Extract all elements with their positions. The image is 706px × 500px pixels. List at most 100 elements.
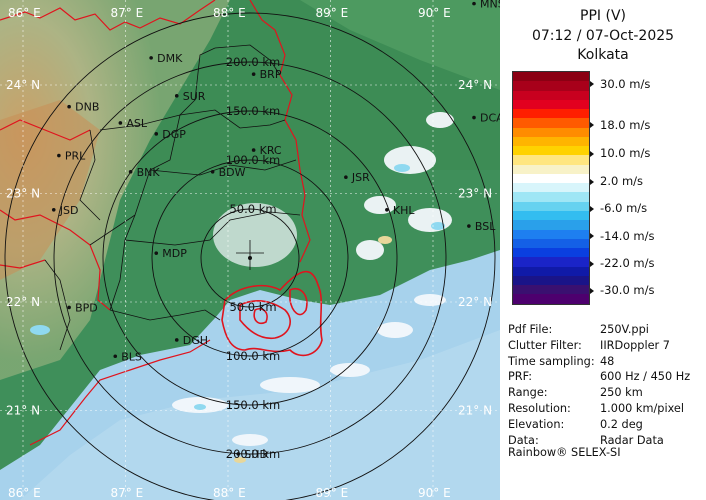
city-dot bbox=[57, 153, 61, 158]
metadata-value: IIRDoppler 7 bbox=[600, 338, 670, 352]
radar-site bbox=[236, 240, 264, 270]
metadata-row: Clutter Filter: IIRDoppler 7 bbox=[508, 338, 690, 354]
scale-cell bbox=[513, 155, 589, 165]
ring-label: 200.0 km bbox=[226, 55, 280, 69]
tick-label: 10.0 m/s bbox=[600, 146, 651, 161]
scale-cell bbox=[513, 285, 589, 295]
tick-arrow-icon bbox=[590, 260, 594, 267]
city-markers: DMK BRP MNS DNB SUR ASL DGP DCA KRC PRL BNK BDW JSR J… bbox=[51, 0, 500, 461]
ring-label: 100.0 km bbox=[226, 153, 280, 167]
tick-label: 2.0 m/s bbox=[600, 174, 644, 189]
tick-label: -22.0 m/s bbox=[600, 256, 655, 271]
metadata-value: Radar Data bbox=[600, 433, 664, 447]
ring-label: 150.0 km bbox=[226, 104, 280, 118]
tick-arrow-icon bbox=[590, 81, 594, 88]
city-dot bbox=[154, 132, 159, 136]
latitude-label: 24° N bbox=[458, 78, 492, 92]
city-label: DCA bbox=[480, 112, 500, 125]
scale-tick: -6.0 m/s bbox=[590, 201, 647, 215]
metadata-row: Range: 250 km bbox=[508, 385, 690, 401]
city-label: KRC bbox=[260, 144, 282, 157]
ring-label: 100.0 km bbox=[226, 349, 280, 363]
tick-label: 30.0 m/s bbox=[600, 76, 651, 91]
product-title: PPI (V) bbox=[580, 8, 626, 24]
city-label: DGP bbox=[162, 128, 186, 141]
longitude-label: 87° E bbox=[111, 486, 144, 500]
metadata-value: 48 bbox=[600, 354, 615, 368]
metadata-key: Time sampling: bbox=[508, 354, 595, 368]
scale-cell bbox=[513, 136, 589, 147]
city-dot bbox=[385, 207, 389, 212]
longitude-label: 86° E bbox=[8, 6, 41, 20]
metadata-row: PRF: 600 Hz / 450 Hz bbox=[508, 369, 690, 385]
tick-label: 18.0 m/s bbox=[600, 117, 651, 132]
city-dot bbox=[251, 148, 256, 152]
city-label: MNS bbox=[480, 0, 500, 11]
city-dot bbox=[51, 207, 56, 212]
latitude-label: 23° N bbox=[6, 187, 40, 201]
city-dot bbox=[251, 72, 256, 76]
strong-echo-cluster bbox=[221, 270, 323, 357]
scale-cell bbox=[513, 164, 589, 174]
ring-label: 50.0 km bbox=[229, 202, 276, 216]
city-label: JSD bbox=[59, 204, 79, 217]
scale-cell bbox=[513, 192, 589, 202]
city-label: JSR bbox=[351, 171, 370, 184]
ring-label: 200.0 km bbox=[226, 447, 280, 461]
scale-tick: -22.0 m/s bbox=[590, 256, 654, 270]
scale-cell bbox=[513, 266, 589, 276]
latitude-label: 23° N bbox=[458, 187, 492, 201]
metadata-value: 0.2 deg bbox=[600, 417, 643, 431]
city-label: DNB bbox=[75, 101, 99, 114]
metadata-key: PRF: bbox=[508, 370, 533, 384]
city-label: DMK bbox=[157, 52, 183, 65]
city-dot bbox=[174, 338, 179, 342]
radar-map: DMK BRP MNS DNB SUR ASL DGP DCA KRC PRL BNK BDW JSR J… bbox=[0, 0, 500, 500]
metadata-row: Time sampling: 48 bbox=[508, 354, 690, 370]
city-label: BPD bbox=[75, 301, 98, 314]
city-label: BLS bbox=[121, 350, 142, 363]
longitude-label: 88° E bbox=[213, 6, 246, 20]
longitude-label: 89° E bbox=[316, 6, 349, 20]
latitude-label: 24° N bbox=[6, 78, 40, 92]
tick-arrow-icon bbox=[590, 205, 594, 212]
scale-tick: -30.0 m/s bbox=[590, 283, 654, 297]
scale-cell bbox=[513, 257, 589, 267]
ring-labels: 50.0 km 50.0 km 100.0 km 100.0 km 150.0 km 15… bbox=[226, 55, 280, 461]
tick-arrow-icon bbox=[590, 287, 594, 294]
metadata-row: Pdf File: 250V.ppi bbox=[508, 322, 690, 338]
scale-cell bbox=[513, 238, 589, 249]
metadata-value: 1.000 km/pixel bbox=[600, 401, 685, 415]
city-dot bbox=[149, 56, 153, 60]
scale-cell bbox=[513, 99, 589, 110]
tick-label: -14.0 m/s bbox=[600, 228, 655, 243]
city-dot bbox=[67, 104, 71, 109]
ring-label: 150.0 km bbox=[226, 398, 280, 412]
scale-cell bbox=[513, 173, 589, 184]
metadata-key: Pdf File: bbox=[508, 323, 553, 336]
scale-tick: 30.0 m/s bbox=[590, 77, 650, 91]
scale-tick: 18.0 m/s bbox=[590, 118, 650, 132]
longitude-label: 88° E bbox=[213, 486, 246, 500]
latitude-label: 21° N bbox=[458, 404, 492, 418]
latitude-label: 22° N bbox=[6, 295, 40, 309]
city-label: DGH bbox=[183, 334, 208, 347]
longitude-label: 89° E bbox=[316, 486, 349, 500]
scale-cell bbox=[513, 294, 589, 304]
city-label: SHD bbox=[244, 448, 268, 461]
scale-cell bbox=[513, 72, 589, 82]
graticule bbox=[0, 0, 500, 500]
tick-label: -30.0 m/s bbox=[600, 283, 655, 298]
station-name: Kolkata bbox=[577, 47, 629, 63]
longitude-labels: 86° E 86° E 87° E 87° E 88° E 88° E 89° E 89° E… bbox=[8, 6, 451, 500]
credit: Rainbow® SELEX-SI bbox=[508, 446, 621, 459]
metadata-value: 600 Hz / 450 Hz bbox=[600, 370, 691, 384]
city-dot bbox=[344, 175, 348, 180]
scale-cell bbox=[513, 183, 589, 193]
metadata-key: Resolution: bbox=[508, 401, 571, 415]
scale-tick: -14.0 m/s bbox=[590, 229, 654, 243]
city-label: PRL bbox=[65, 150, 86, 163]
city-label: BSL bbox=[475, 220, 496, 233]
longitude-label: 87° E bbox=[111, 6, 144, 20]
latitude-label: 22° N bbox=[458, 295, 492, 309]
